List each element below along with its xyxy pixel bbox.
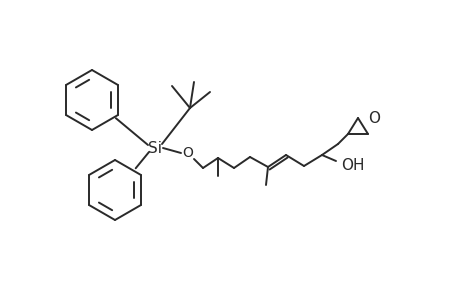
Text: Si: Si — [148, 140, 162, 155]
Text: OH: OH — [340, 158, 364, 172]
Text: O: O — [182, 146, 193, 160]
Text: O: O — [367, 110, 379, 125]
